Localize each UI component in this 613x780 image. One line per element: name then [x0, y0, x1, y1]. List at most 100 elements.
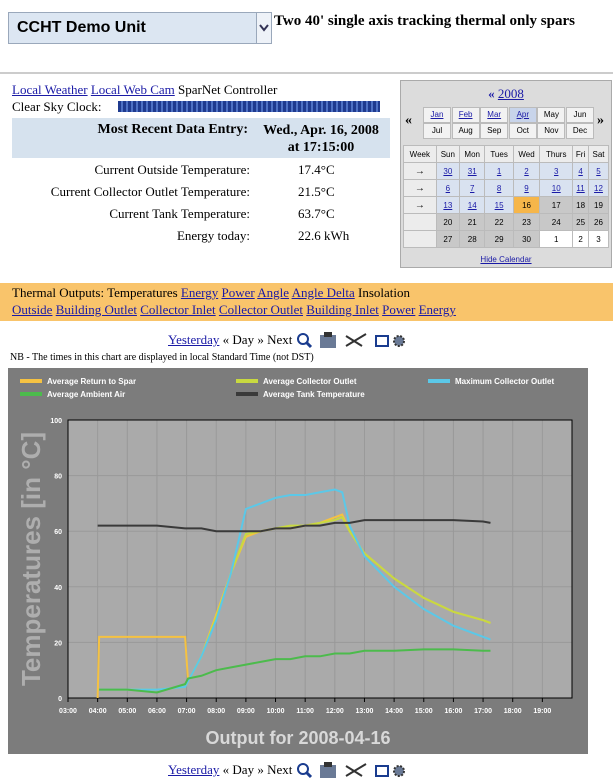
table-icon[interactable] — [374, 765, 389, 778]
site-icon[interactable] — [319, 765, 336, 779]
tracker-icon[interactable] — [345, 763, 367, 777]
zoom-icon[interactable] — [296, 763, 309, 776]
output-link[interactable]: Energy — [180, 285, 219, 300]
day[interactable]: 30 — [435, 162, 461, 180]
reading-label: Energy today: — [176, 228, 250, 243]
output-link[interactable]: Angle Delta — [291, 285, 355, 300]
unit-select[interactable]: CCHT Demo Unit — [8, 12, 272, 44]
month[interactable]: Feb — [451, 107, 480, 123]
month[interactable]: Apr — [508, 107, 537, 123]
month[interactable]: Mar — [480, 107, 509, 123]
outputs-row-1: Thermal Outputs: Temperatures Energy Pow… — [12, 285, 410, 301]
day[interactable]: 31 — [459, 162, 486, 180]
zoom-handle — [304, 770, 312, 779]
arrow-icon — [259, 24, 269, 32]
legend-swatch — [236, 392, 258, 396]
hide-calendar[interactable]: Hide Calendar — [480, 255, 532, 264]
weekday: Fri — [572, 145, 589, 163]
outputs-bar: Thermal Outputs: Temperatures Energy Pow… — [0, 283, 613, 321]
entry-value: Wed., Apr. 16, 2008 at 17:15:00 — [256, 122, 386, 156]
day[interactable]: 10 — [539, 179, 574, 197]
day[interactable]: 13 — [435, 196, 461, 214]
day: 2 — [572, 230, 589, 248]
y-tick-label: 100 — [50, 418, 62, 425]
x-tick-label: 08:00 — [207, 708, 225, 715]
output-link[interactable]: Collector Outlet — [218, 302, 304, 317]
day[interactable]: 6 — [435, 179, 461, 197]
site-icon[interactable] — [319, 335, 336, 349]
table-icon[interactable] — [374, 335, 389, 348]
output-link[interactable]: Outside — [12, 302, 53, 317]
day: 23 — [512, 213, 541, 231]
week-cell: → — [403, 196, 437, 214]
week-row: → 30 31 1 2 3 4 5 — [403, 162, 609, 180]
unit-description: Two 40' single axis tracking thermal onl… — [274, 13, 575, 29]
prev-months[interactable]: « — [405, 113, 412, 128]
day: 18 — [572, 196, 589, 214]
x-tick-label: 09:00 — [237, 708, 255, 715]
tracker-icon[interactable] — [345, 333, 367, 347]
day: 19 — [588, 196, 609, 214]
day[interactable]: 11 — [572, 179, 589, 197]
output-link[interactable]: Building Inlet — [306, 302, 379, 317]
chart-title: Output for 2008-04-16 — [205, 728, 390, 748]
settings-icon[interactable] — [392, 765, 405, 778]
series-line — [99, 488, 491, 691]
output-link[interactable]: Power — [382, 302, 416, 317]
day: 28 — [459, 230, 486, 248]
month: Jul — [423, 123, 451, 139]
clear-sky-clock[interactable] — [118, 101, 380, 112]
nav-prev[interactable]: Yesterday — [168, 332, 220, 347]
output-link[interactable]: Power — [221, 285, 255, 300]
output-link[interactable]: Angle — [257, 285, 290, 300]
day[interactable]: 7 — [459, 179, 486, 197]
day[interactable]: 16 — [512, 196, 541, 214]
legend-label: Average Tank Temperature — [263, 390, 365, 399]
week-cell: → — [403, 162, 437, 180]
nav-top: Yesterday « Day » Next — [168, 332, 406, 350]
day[interactable]: 5 — [588, 162, 609, 180]
clock-label: Clear Sky Clock: — [12, 99, 102, 114]
entry-box: Most Recent Data Entry: Wed., Apr. 16, 2… — [12, 118, 390, 158]
week-cell: → — [403, 179, 437, 197]
weekday: Mon — [459, 145, 486, 163]
link[interactable]: Local Weather — [12, 82, 88, 97]
month[interactable]: Jan — [423, 107, 451, 123]
day[interactable]: 8 — [484, 179, 514, 197]
day[interactable]: 9 — [512, 179, 541, 197]
output-link[interactable]: Collector Inlet — [140, 302, 216, 317]
day[interactable]: 4 — [572, 162, 589, 180]
week-arrow[interactable]: → — [414, 165, 425, 177]
day[interactable]: 2 — [512, 162, 541, 180]
day[interactable]: 15 — [484, 196, 514, 214]
site-top — [323, 332, 332, 338]
outputs-row-2: Outside Building Outlet Collector Inlet … — [12, 302, 456, 318]
output-link[interactable]: Building Outlet — [55, 302, 137, 317]
links-row: Local Weather Local Web Cam SparNet Cont… — [12, 82, 392, 98]
zoom-icon[interactable] — [296, 333, 309, 346]
settings-icon[interactable] — [392, 335, 405, 348]
day[interactable]: 12 — [588, 179, 609, 197]
tool-icons[interactable] — [296, 762, 406, 780]
year[interactable]: 2008 — [497, 86, 524, 101]
y-tick-label: 0 — [58, 696, 62, 703]
select-arrow[interactable] — [256, 13, 271, 43]
week-arrow[interactable]: → — [414, 199, 425, 211]
prev-year[interactable]: « — [488, 86, 495, 101]
legend-label: Average Collector Outlet — [263, 377, 357, 386]
plot-border — [67, 419, 573, 699]
nav-prev[interactable]: Yesterday — [168, 762, 220, 777]
nav-next: Next — [267, 762, 293, 777]
next-months[interactable]: » — [597, 113, 604, 128]
day[interactable]: 3 — [539, 162, 574, 180]
week-arrow[interactable]: → — [414, 182, 425, 194]
link[interactable]: Local Web Cam — [90, 82, 175, 97]
tool-icons[interactable] — [296, 332, 406, 350]
day[interactable]: 14 — [459, 196, 486, 214]
outputs-label: Thermal Outputs: — [12, 285, 105, 300]
output-link[interactable]: Energy — [418, 302, 456, 317]
month: Oct — [508, 123, 537, 139]
day[interactable]: 1 — [484, 162, 514, 180]
reading-value: 22.6 kWh — [298, 228, 350, 243]
month: Aug — [451, 123, 480, 139]
